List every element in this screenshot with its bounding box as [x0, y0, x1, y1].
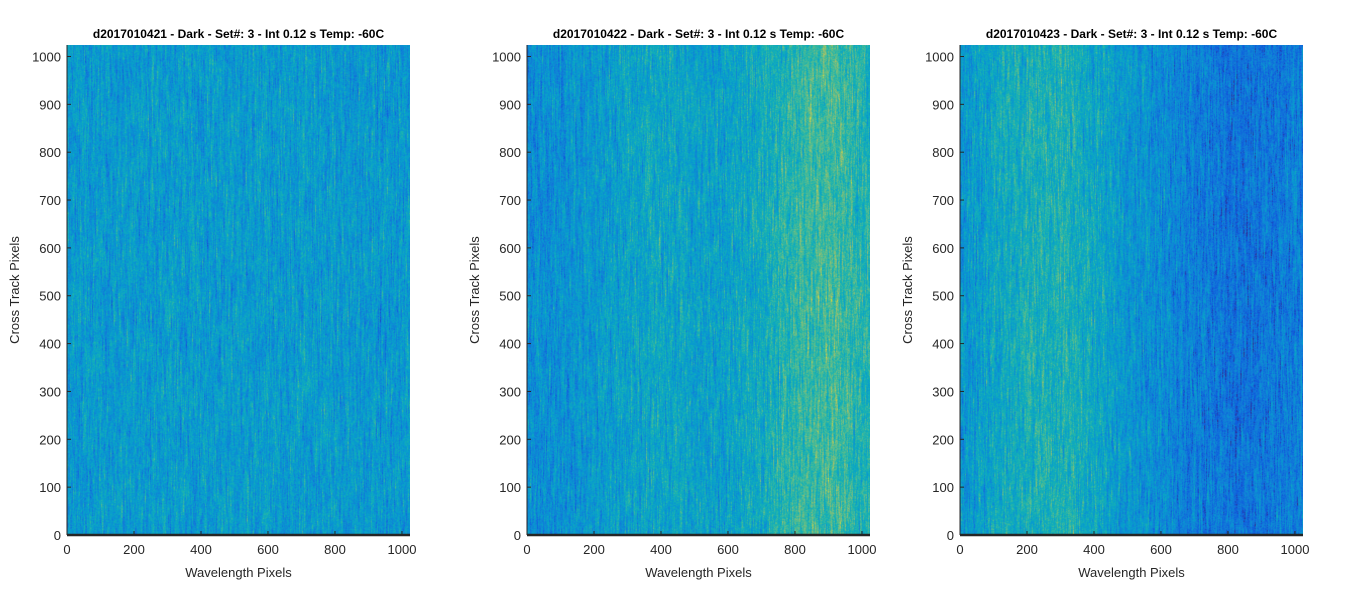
y-tick-label: 700	[932, 193, 954, 208]
y-tick-label: 200	[39, 432, 61, 447]
x-tick-label: 800	[784, 542, 806, 557]
y-tick-label: 0	[54, 528, 61, 543]
y-tick-label: 500	[932, 289, 954, 304]
y-tick-label: 800	[499, 145, 521, 160]
y-axis-label: Cross Track Pixels	[7, 236, 22, 344]
x-tick-label: 200	[583, 542, 605, 557]
y-tick-label: 400	[39, 337, 61, 352]
x-tick-label: 1000	[1281, 542, 1310, 557]
chart-title: d2017010422 - Dark - Set#: 3 - Int 0.12 …	[553, 27, 845, 41]
y-tick-label: 900	[39, 97, 61, 112]
y-tick-label: 300	[499, 384, 521, 399]
heatmap-panel-3: 0 200 400 600 800 1000 0 100 200 300 400 500 600 700 8…	[900, 27, 1309, 580]
x-tick-label: 200	[123, 542, 145, 557]
heatmap-image	[527, 45, 870, 535]
y-tick-label: 700	[39, 193, 61, 208]
y-tick-label: 900	[499, 97, 521, 112]
x-tick-label: 800	[1217, 542, 1239, 557]
x-tick-label: 200	[1016, 542, 1038, 557]
x-tick-label: 800	[324, 542, 346, 557]
y-tick-label: 1000	[32, 49, 61, 64]
y-tick-label: 800	[39, 145, 61, 160]
x-tick-label: 1000	[388, 542, 417, 557]
chart-title: d2017010421 - Dark - Set#: 3 - Int 0.12 …	[93, 27, 385, 41]
y-tick-label: 800	[932, 145, 954, 160]
y-tick-label: 200	[932, 432, 954, 447]
y-tick-label: 200	[499, 432, 521, 447]
y-axis-label: Cross Track Pixels	[900, 236, 915, 344]
heatmap-image	[67, 45, 410, 535]
y-tick-label: 500	[39, 289, 61, 304]
y-axis-label: Cross Track Pixels	[467, 236, 482, 344]
y-tick-label: 300	[932, 384, 954, 399]
x-tick-label: 1000	[848, 542, 877, 557]
y-tick-label: 1000	[492, 49, 521, 64]
y-tick-label: 1000	[925, 49, 954, 64]
y-tick-label: 300	[39, 384, 61, 399]
y-tick-label: 100	[932, 480, 954, 495]
x-tick-label: 0	[523, 542, 530, 557]
x-tick-label: 400	[650, 542, 672, 557]
x-tick-label: 400	[1083, 542, 1105, 557]
x-axis-label: Wavelength Pixels	[645, 565, 752, 580]
y-tick-label: 0	[514, 528, 521, 543]
y-tick-label: 600	[39, 241, 61, 256]
y-tick-label: 600	[932, 241, 954, 256]
heatmap-panel-1: 0 200 400 600 800 1000 0 100 200 300 400 500 600 700 8…	[7, 27, 416, 580]
y-tick-label: 500	[499, 289, 521, 304]
x-tick-label: 400	[190, 542, 212, 557]
x-tick-label: 600	[257, 542, 279, 557]
y-tick-label: 400	[932, 337, 954, 352]
heatmap-panel-2: 0 200 400 600 800 1000 0 100 200 300 400 500 600 700 8…	[467, 27, 876, 580]
x-tick-label: 0	[63, 542, 70, 557]
x-axis-label: Wavelength Pixels	[185, 565, 292, 580]
y-tick-label: 100	[39, 480, 61, 495]
y-tick-label: 600	[499, 241, 521, 256]
y-tick-label: 900	[932, 97, 954, 112]
y-tick-label: 700	[499, 193, 521, 208]
y-tick-label: 100	[499, 480, 521, 495]
heatmap-image	[960, 45, 1303, 535]
x-axis-label: Wavelength Pixels	[1078, 565, 1185, 580]
y-tick-label: 400	[499, 337, 521, 352]
x-tick-label: 0	[956, 542, 963, 557]
y-tick-label: 0	[947, 528, 954, 543]
x-tick-label: 600	[717, 542, 739, 557]
chart-title: d2017010423 - Dark - Set#: 3 - Int 0.12 …	[986, 27, 1278, 41]
x-tick-label: 600	[1150, 542, 1172, 557]
